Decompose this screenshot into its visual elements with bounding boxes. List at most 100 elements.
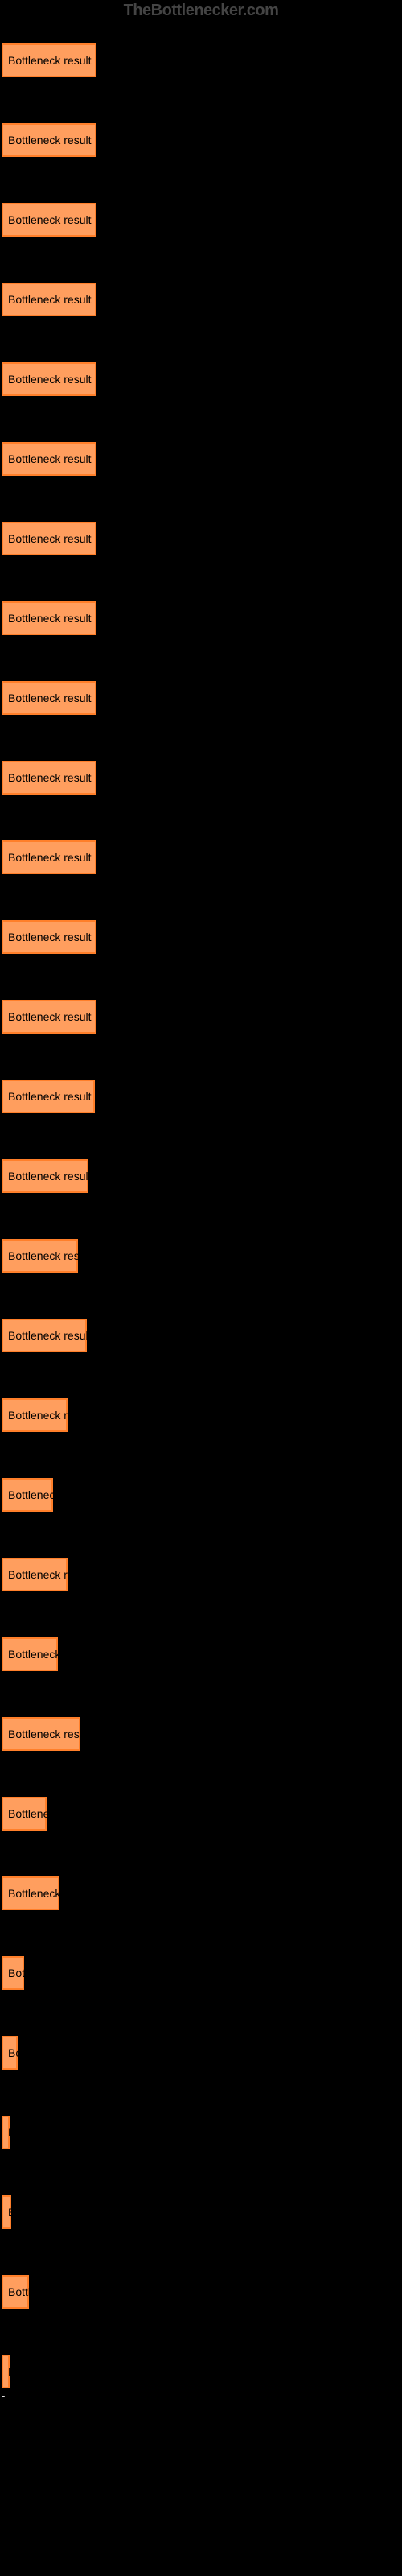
chart-row: Bottleneck result - [0, 2355, 402, 2415]
bar: Bottleneck result [2, 1000, 96, 1034]
bar-container: Bottleneck result [2, 1319, 402, 1352]
bar: Bottleneck result [2, 920, 96, 954]
chart-row: Bottleneck result [0, 1000, 402, 1060]
bar: Bottleneck result [2, 1956, 24, 1990]
bar-container: Bottleneck result [2, 681, 402, 715]
bar-container: Bottleneck result [2, 203, 402, 237]
bottleneck-chart: Bottleneck resultBottleneck resultBottle… [0, 0, 402, 2415]
chart-row: Bottleneck result [0, 2116, 402, 2176]
bar: Bottleneck result [2, 1478, 53, 1512]
chart-row: Bottleneck result [0, 1797, 402, 1857]
chart-row: Bottleneck result [0, 123, 402, 184]
bar: Bottleneck result [2, 522, 96, 555]
bar-label: Bottleneck result [8, 1488, 92, 1501]
bar: Bottleneck result [2, 43, 96, 77]
chart-row: Bottleneck result [0, 1876, 402, 1937]
bar: Bottleneck result [2, 442, 96, 476]
bar-label: Bottleneck result [8, 1329, 92, 1342]
bar-container: Bottleneck result [2, 920, 402, 954]
bar: Bottleneck result [2, 1637, 58, 1671]
bar-container: Bottleneck result [2, 1478, 402, 1512]
chart-row: Bottleneck result [0, 442, 402, 502]
chart-row: Bottleneck result [0, 362, 402, 423]
bar-label: Bottleneck result [8, 1409, 92, 1422]
bar-container: Bottleneck result [2, 2036, 402, 2070]
bar: Bottleneck result [2, 1797, 47, 1831]
bar-label: Bottleneck result [8, 1887, 92, 1900]
bar: Bottleneck result [2, 362, 96, 396]
bar-label: Bottleneck result [8, 2206, 92, 2219]
bar-container: Bottleneck result [2, 1398, 402, 1432]
bar: Bottleneck result [2, 1159, 88, 1193]
bar-container: Bottleneck result [2, 1717, 402, 1751]
chart-row: Bottleneck result [0, 2036, 402, 2096]
bar-label: Bottleneck result [8, 691, 92, 704]
bar-label: Bottleneck result [8, 612, 92, 625]
bar: Bottleneck result [2, 1558, 68, 1591]
chart-row: Bottleneck result [0, 1478, 402, 1538]
chart-row: Bottleneck result [0, 920, 402, 980]
chart-row: Bottleneck result [0, 1319, 402, 1379]
bar: Bottleneck result [2, 1080, 95, 1113]
bar: Bottleneck result [2, 840, 96, 874]
bar-label: Bottleneck result [8, 373, 92, 386]
bar-label: Bottleneck result [8, 1249, 92, 1262]
bar-container: Bottleneck result [2, 2195, 402, 2229]
bar-label: Bottleneck result [8, 1170, 92, 1183]
bar-label: Bottleneck result [8, 771, 92, 784]
bar: Bottleneck result [2, 2355, 10, 2388]
bar: Bottleneck result [2, 2116, 10, 2149]
bar-label: Bottleneck result [8, 1648, 92, 1661]
bar-container: Bottleneck result [2, 123, 402, 157]
chart-row: Bottleneck result [0, 840, 402, 901]
chart-row: Bottleneck result [0, 1239, 402, 1299]
chart-row: Bottleneck result [0, 522, 402, 582]
bar: Bottleneck result [2, 681, 96, 715]
chart-row: Bottleneck result [0, 1637, 402, 1698]
chart-row: Bottleneck result [0, 283, 402, 343]
bar-container: Bottleneck result [2, 1876, 402, 1910]
bar-container: Bottleneck result [2, 1797, 402, 1831]
bar: Bottleneck result [2, 1239, 78, 1273]
bar-container: Bottleneck result [2, 1239, 402, 1273]
bar-container: Bottleneck result [2, 2275, 402, 2309]
bar-label: Bottleneck result [8, 293, 92, 306]
chart-row: Bottleneck result [0, 1080, 402, 1140]
bar: Bottleneck result [2, 2275, 29, 2309]
bar: Bottleneck result [2, 601, 96, 635]
bar: Bottleneck result [2, 203, 96, 237]
bar-container: Bottleneck result [2, 442, 402, 476]
bar-container: Bottleneck result [2, 1956, 402, 1990]
bar: Bottleneck result [2, 1876, 59, 1910]
bar-container: Bottleneck result [2, 283, 402, 316]
data-label: - [2, 2390, 402, 2402]
chart-row: Bottleneck result [0, 1558, 402, 1618]
chart-row: Bottleneck result [0, 1398, 402, 1459]
bar-label: Bottleneck result [8, 532, 92, 545]
bar-container: Bottleneck result [2, 522, 402, 555]
bar: Bottleneck result [2, 2195, 11, 2229]
bar-label: Bottleneck result [8, 452, 92, 465]
bar-container: Bottleneck result [2, 840, 402, 874]
bar-container: Bottleneck result [2, 43, 402, 77]
chart-row: Bottleneck result [0, 681, 402, 741]
chart-row: Bottleneck result [0, 2195, 402, 2256]
bar-container: Bottleneck result [2, 1080, 402, 1113]
bar: Bottleneck result [2, 123, 96, 157]
chart-row: Bottleneck result [0, 761, 402, 821]
bar-container: Bottleneck result [2, 362, 402, 396]
bar-label: Bottleneck result [8, 1728, 92, 1740]
bar: Bottleneck result [2, 2036, 18, 2070]
bar-label: Bottleneck result [8, 1090, 92, 1103]
chart-row: Bottleneck result [0, 1717, 402, 1777]
bar-container: Bottleneck result [2, 601, 402, 635]
bar: Bottleneck result [2, 1717, 80, 1751]
bar-label: Bottleneck result [8, 931, 92, 943]
bar-label: Bottleneck result [8, 54, 92, 67]
bar: Bottleneck result [2, 1319, 87, 1352]
bar-label: Bottleneck result [8, 2285, 92, 2298]
bar: Bottleneck result [2, 761, 96, 795]
chart-row: Bottleneck result [0, 203, 402, 263]
bar-container: Bottleneck result [2, 761, 402, 795]
bar-label: Bottleneck result [8, 1568, 92, 1581]
